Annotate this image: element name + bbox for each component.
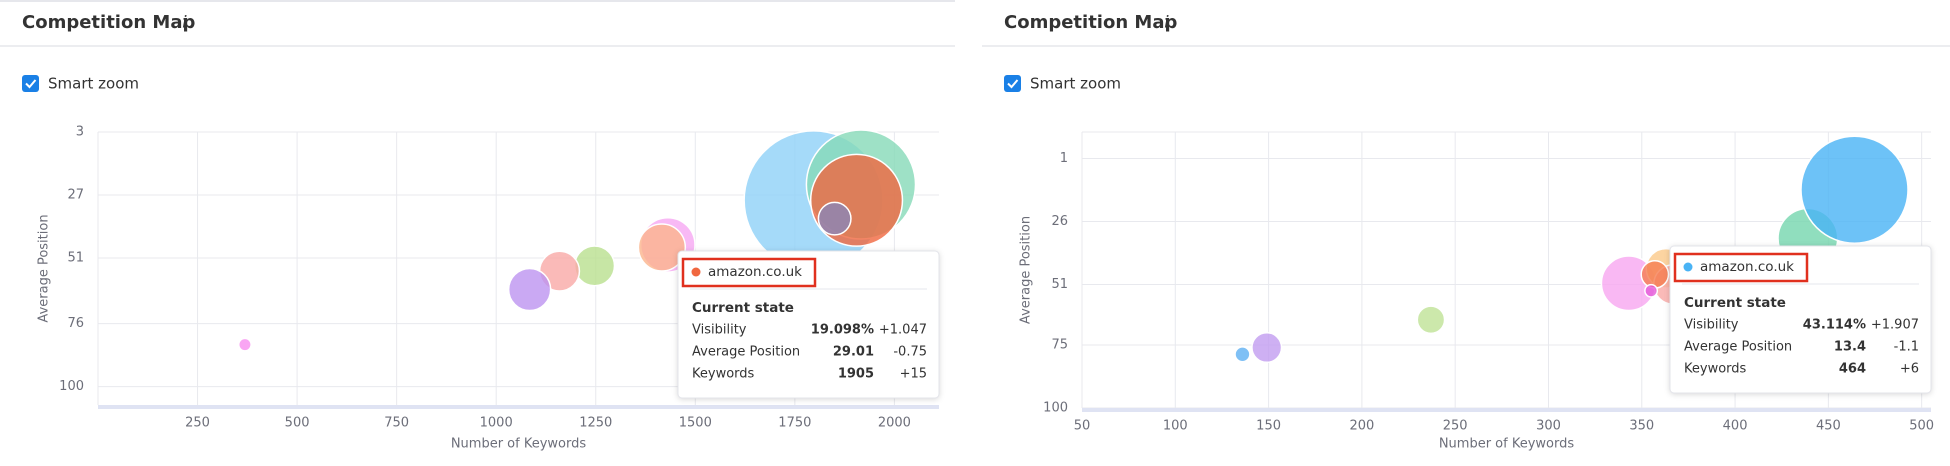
tooltip-row-value: 29.01: [833, 345, 874, 360]
y-tick-label: 100: [1043, 401, 1068, 416]
x-tick-label: 450: [1816, 419, 1841, 434]
tooltip-row-change: +1.047: [879, 323, 927, 338]
x-tick-label: 100: [1163, 419, 1188, 434]
tooltip-box: [1669, 245, 1932, 394]
y-tick-label: 27: [67, 188, 84, 203]
tooltip-row-label: Average Position: [692, 345, 800, 360]
bubble[interactable]: [817, 201, 852, 236]
bubble[interactable]: [1234, 346, 1251, 363]
x-tick-label: 50: [1074, 419, 1091, 434]
checkbox-label[interactable]: Smart zoom: [1030, 75, 1121, 93]
tooltip-domain: amazon.co.uk: [1700, 259, 1794, 275]
tooltip-row-label: Keywords: [1684, 362, 1747, 377]
tooltip-row-label: Visibility: [1684, 318, 1739, 333]
x-tick-label: 1500: [679, 416, 712, 431]
highlight-box: [1673, 252, 1809, 283]
y-tick-label: 76: [67, 316, 84, 331]
x-tick-label: 350: [1629, 419, 1654, 434]
tooltip-row-change: +15: [900, 367, 927, 382]
x-tick-label: 500: [1909, 419, 1934, 434]
x-axis-label: Number of Keywords: [1439, 437, 1575, 452]
y-tick-label: 1: [1060, 151, 1068, 166]
bubble[interactable]: [573, 245, 616, 287]
panel-title: Competition Map: [1004, 12, 1177, 33]
tooltip-row-value: 1905: [838, 367, 874, 382]
checkmark: [25, 79, 37, 89]
x-axis-label: Number of Keywords: [451, 437, 587, 452]
bubble[interactable]: [1251, 331, 1283, 364]
tooltip-dot: [691, 267, 701, 277]
bubble[interactable]: [1640, 260, 1670, 289]
y-tick-label: 51: [67, 251, 84, 266]
tooltip: amazon.co.uk Current state Visibility 19.09…: [677, 250, 940, 399]
y-tick-label: 51: [1051, 277, 1068, 292]
bubble[interactable]: [237, 337, 252, 352]
x-axis-bar: [1082, 408, 1931, 412]
bubble[interactable]: [637, 223, 687, 272]
tooltip-heading: Current state: [1684, 295, 1786, 311]
x-tick-label: 150: [1256, 419, 1281, 434]
tooltip-row-change: -0.75: [893, 345, 927, 360]
tooltip-domain: amazon.co.uk: [708, 264, 802, 280]
tooltip-row-value: 19.098%: [811, 323, 874, 338]
x-tick-label: 1000: [480, 416, 513, 431]
x-tick-label: 500: [285, 416, 310, 431]
x-tick-label: 250: [1443, 419, 1468, 434]
tooltip-row-label: Visibility: [692, 323, 747, 338]
x-axis-bar: [98, 405, 939, 409]
tooltip-box: [677, 250, 940, 399]
x-tick-label: 200: [1349, 419, 1374, 434]
tooltip-row-label: Average Position: [1684, 340, 1792, 355]
y-axis-label: Average Position: [37, 214, 52, 322]
checkbox[interactable]: [22, 75, 39, 92]
x-tick-label: 400: [1723, 419, 1748, 434]
checkmark: [1007, 79, 1019, 89]
tooltip-dot: [1683, 262, 1693, 272]
tooltip-row-value: 13.4: [1834, 340, 1866, 355]
tooltip-row-value: 464: [1839, 362, 1866, 377]
bubble[interactable]: [1644, 283, 1659, 298]
x-tick-label: 250: [185, 416, 210, 431]
y-axis-label: Average Position: [1019, 216, 1034, 324]
bubble[interactable]: [1800, 135, 1909, 244]
y-tick-label: 26: [1051, 214, 1068, 229]
y-tick-label: 75: [1051, 337, 1068, 352]
tooltip-row-change: +6: [1900, 362, 1919, 377]
bubble[interactable]: [1416, 305, 1446, 335]
y-tick-label: 3: [76, 125, 84, 140]
tooltip-row-change: -1.1: [1894, 340, 1919, 355]
bubble[interactable]: [809, 153, 904, 247]
checkbox-label[interactable]: Smart zoom: [48, 75, 139, 93]
x-tick-label: 2000: [878, 416, 911, 431]
x-tick-label: 750: [384, 416, 409, 431]
tooltip-heading: Current state: [692, 300, 794, 316]
tooltip-row-value: 43.114%: [1803, 318, 1866, 333]
checkbox[interactable]: [1004, 75, 1021, 92]
info-icon[interactable]: i: [1164, 13, 1169, 33]
x-tick-label: 1750: [778, 416, 811, 431]
tooltip-row-change: +1.907: [1871, 318, 1919, 333]
bubble[interactable]: [507, 267, 552, 312]
y-tick-label: 100: [59, 379, 84, 394]
highlight-box: [681, 257, 817, 288]
panel-title: Competition Map: [22, 12, 195, 33]
tooltip: amazon.co.uk Current state Visibility 43.11…: [1669, 245, 1932, 394]
tooltip-row-label: Keywords: [692, 367, 755, 382]
info-icon[interactable]: i: [182, 13, 187, 33]
x-tick-label: 300: [1536, 419, 1561, 434]
x-tick-label: 1250: [579, 416, 612, 431]
